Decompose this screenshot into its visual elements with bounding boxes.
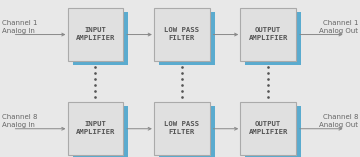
Bar — [68, 102, 123, 155]
Text: LOW PASS
FILTER: LOW PASS FILTER — [164, 27, 199, 41]
Bar — [73, 106, 129, 157]
Text: LOW PASS
FILTER: LOW PASS FILTER — [164, 121, 199, 135]
Bar — [159, 12, 215, 65]
Bar — [154, 102, 210, 155]
Bar — [240, 102, 296, 155]
Bar — [73, 12, 129, 65]
Bar — [68, 8, 123, 61]
Bar — [246, 12, 301, 65]
Text: Channel 8
Analog Out: Channel 8 Analog Out — [319, 114, 358, 128]
Bar — [240, 8, 296, 61]
Bar — [159, 106, 215, 157]
Text: Channel 1
Analog Out: Channel 1 Analog Out — [319, 20, 358, 34]
Text: Channel 8
Analog In: Channel 8 Analog In — [2, 114, 37, 128]
Text: OUTPUT
AMPLIFIER: OUTPUT AMPLIFIER — [248, 27, 288, 41]
Text: INPUT
AMPLIFIER: INPUT AMPLIFIER — [76, 27, 115, 41]
Bar — [154, 8, 210, 61]
Text: INPUT
AMPLIFIER: INPUT AMPLIFIER — [76, 121, 115, 135]
Text: Channel 1
Analog In: Channel 1 Analog In — [2, 20, 37, 34]
Text: OUTPUT
AMPLIFIER: OUTPUT AMPLIFIER — [248, 121, 288, 135]
Bar — [246, 106, 301, 157]
